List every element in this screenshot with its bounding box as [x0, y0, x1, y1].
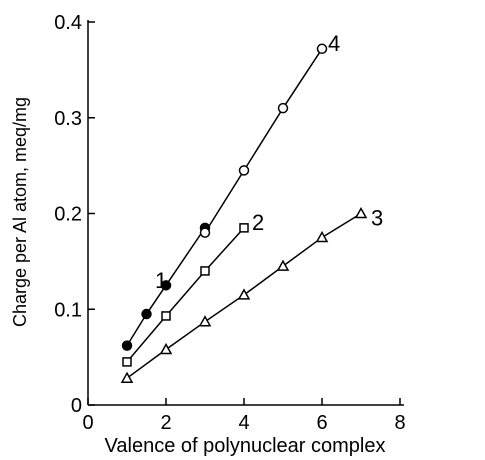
point — [141, 308, 152, 320]
x-tick-label: 0 — [82, 412, 93, 434]
point — [238, 165, 250, 176]
x-tick-label: 8 — [394, 412, 405, 434]
series-label: 2 — [252, 210, 264, 235]
series-label: 4 — [328, 31, 340, 56]
series-line — [126, 227, 206, 347]
point — [159, 342, 173, 355]
x-tick-label: 2 — [160, 412, 171, 434]
point — [120, 371, 134, 383]
point — [316, 43, 328, 55]
point — [122, 357, 132, 367]
y-tick-label: 0.2 — [54, 204, 82, 226]
point — [198, 315, 212, 327]
point — [161, 311, 171, 321]
series-label: 3 — [371, 206, 383, 231]
y-tick-label: 0.1 — [54, 299, 82, 321]
point — [315, 230, 329, 243]
y-tick-label: 0.3 — [54, 108, 82, 130]
point — [160, 280, 172, 291]
point — [237, 288, 251, 300]
x-tick-label: 6 — [316, 412, 327, 434]
x-tick-label: 4 — [238, 412, 249, 434]
y-tick-label: 0.4 — [54, 12, 82, 34]
point — [199, 227, 211, 238]
y-tick-label: 0 — [71, 395, 82, 417]
point — [276, 259, 290, 271]
x-axis-label: Valence of polynuclear complex — [105, 435, 386, 457]
point — [277, 102, 289, 114]
series-label: 1 — [155, 268, 167, 293]
point — [354, 206, 368, 219]
point — [200, 266, 210, 276]
y-axis-label: Charge per Al atom, meq/mg — [10, 97, 30, 327]
series-line — [204, 48, 323, 234]
point — [121, 340, 133, 351]
point — [239, 223, 249, 233]
series-line — [126, 227, 245, 363]
